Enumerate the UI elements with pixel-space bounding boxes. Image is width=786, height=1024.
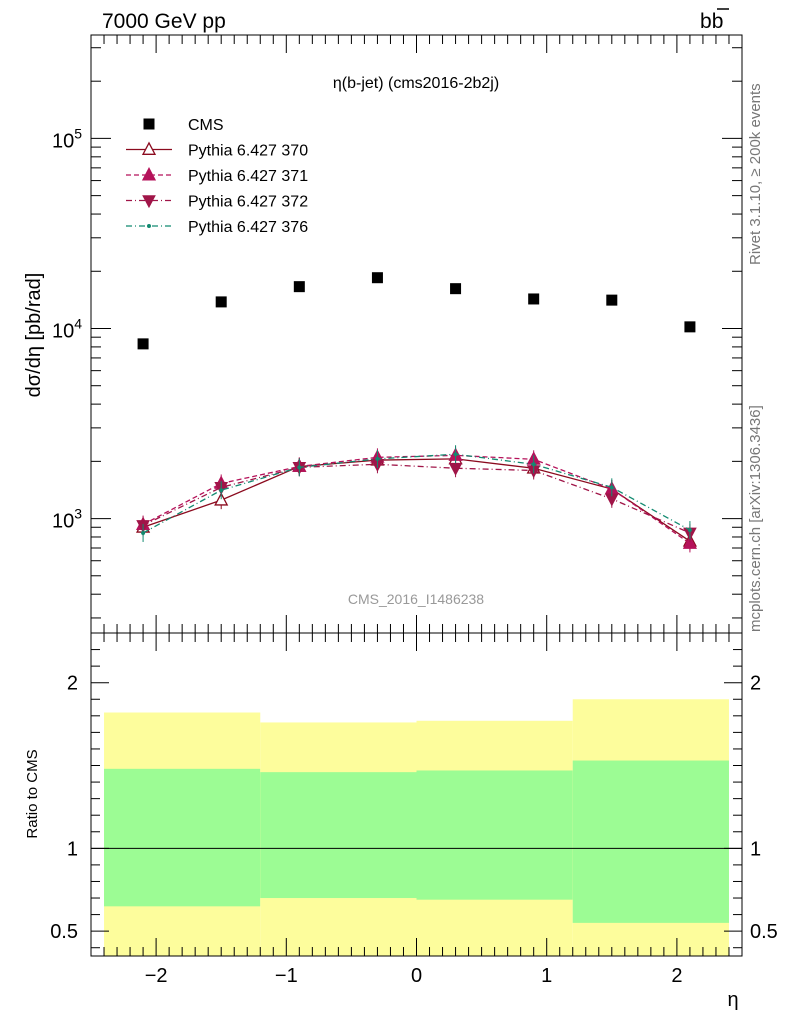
data-point (453, 452, 458, 457)
data-point (375, 456, 380, 461)
legend-marker (147, 224, 151, 228)
ratio-y-label: Ratio to CMS (24, 749, 41, 838)
ratio-tick-label: 2 (67, 673, 78, 695)
x-tick-label: −1 (275, 965, 298, 987)
legend-marker (141, 141, 157, 155)
data-point (682, 535, 697, 549)
y-tick-label: 105 (52, 125, 82, 152)
ratio-ticks: −2 −1 0 1 2 0.5 0.5 1 1 2 2 (50, 633, 778, 987)
legend-label: Pythia 6.427 372 (188, 194, 308, 211)
legend-label: CMS (188, 117, 224, 134)
green-band (572, 760, 729, 923)
series-line-4 (142, 453, 691, 534)
data-point (215, 296, 227, 308)
legend-marker (141, 167, 157, 181)
ratio-tick-label: 1 (67, 838, 78, 860)
data-point (606, 294, 618, 306)
main-data (136, 272, 697, 553)
y-axis-label: dσ/dη [pb/rad] (23, 273, 45, 398)
ratio-bands (104, 699, 729, 956)
series-line-1 (142, 458, 691, 542)
ratio-tick-label: 1 (750, 838, 761, 860)
ratio-tick-label: 0.5 (750, 921, 778, 943)
legend-label: Pythia 6.427 370 (188, 143, 308, 160)
data-point (528, 293, 540, 305)
data-point (219, 488, 224, 493)
data-point (293, 281, 305, 293)
data-point (448, 462, 463, 476)
main-ticks: 103 104 105 (52, 35, 743, 633)
energy-label: 7000 GeV pp (102, 10, 226, 33)
legend-label: Pythia 6.427 371 (188, 168, 308, 185)
main-panel: η(b-jet) (cms2016-2b2j) CMS_2016_I148623… (23, 34, 743, 634)
process-bbar: b (712, 10, 724, 33)
legend-marker (143, 118, 155, 130)
process-b: b (700, 10, 712, 33)
data-point (141, 530, 146, 535)
x-tick-label: −2 (145, 965, 168, 987)
green-band (416, 770, 573, 900)
chart-title: η(b-jet) (cms2016-2b2j) (333, 75, 499, 92)
data-point (450, 283, 462, 295)
ratio-tick-label: 2 (750, 673, 761, 695)
legend-marker (142, 195, 156, 209)
data-point (609, 485, 614, 490)
legend: CMS Pythia 6.427 370 Pythia 6.427 371 Pythi… (126, 117, 308, 236)
data-point (687, 528, 692, 533)
y-tick-label: 104 (52, 315, 82, 342)
ratio-panel: Ratio to CMS −2 −1 0 1 2 0.5 0.5 1 1 2 2 η (24, 632, 778, 1011)
x-tick-label: 2 (671, 965, 682, 987)
data-point (371, 272, 383, 284)
data-point (137, 338, 149, 350)
y-tick-label: 103 (52, 506, 82, 533)
rivet-label: Rivet 3.1.10, ≥ 200k events (747, 83, 764, 265)
x-tick-label: 1 (541, 965, 552, 987)
legend-label: Pythia 6.427 376 (188, 219, 308, 236)
data-point (684, 321, 696, 333)
x-tick-label: 0 (411, 965, 422, 987)
series-line-2 (142, 454, 691, 544)
mcplots-label: mcplots.cern.ch [arXiv:1306.3436] (747, 405, 764, 632)
x-axis-label: η (727, 989, 738, 1011)
watermark: CMS_2016_I1486238 (348, 591, 484, 607)
series-line-3 (142, 463, 691, 534)
process-label: bb (700, 10, 723, 33)
data-point (297, 465, 302, 470)
green-band (104, 768, 261, 907)
data-point (214, 492, 229, 506)
ratio-tick-label: 0.5 (50, 921, 78, 943)
data-point (531, 462, 536, 467)
green-band (260, 772, 417, 899)
